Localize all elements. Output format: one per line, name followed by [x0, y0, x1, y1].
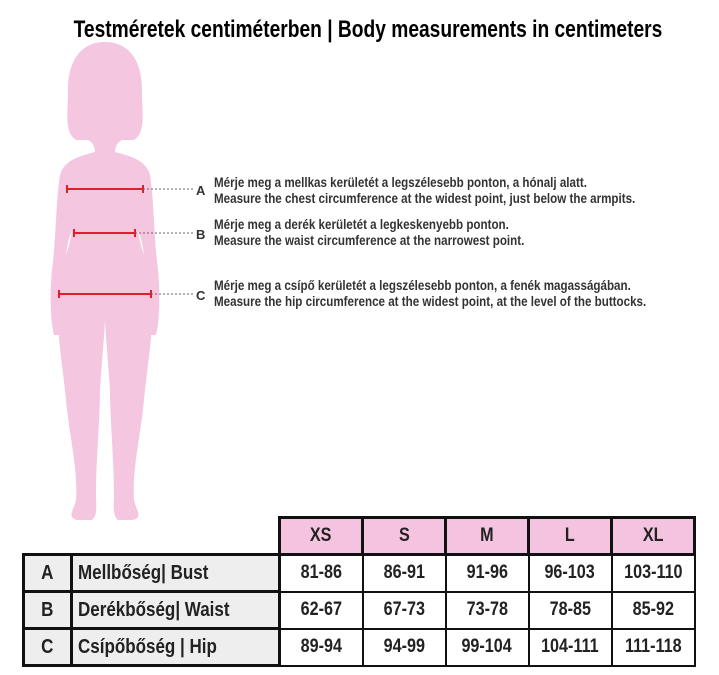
table-cell: 67-73 — [361, 590, 447, 630]
table-cell: 111-118 — [610, 627, 696, 667]
size-header-row: XS S M L XL — [24, 516, 696, 556]
table-cell: 91-96 — [444, 553, 530, 593]
table-cell: 62-67 — [278, 590, 364, 630]
row-label: Csípőbőség | Hip — [70, 627, 281, 667]
table-cell: 78-85 — [527, 590, 613, 630]
note-letter-a: A — [196, 183, 206, 198]
row-letter: B — [22, 590, 73, 630]
table-row-bust: A Mellbőség| Bust 81-86 86-91 91-96 96-1… — [22, 553, 696, 593]
table-cell: 81-86 — [278, 553, 364, 593]
body-silhouette-figure — [50, 42, 194, 520]
table-cell: 104-111 — [527, 627, 613, 667]
row-letter: A — [22, 553, 73, 593]
note-letter-b: B — [196, 227, 206, 242]
row-label: Derékbőség| Waist — [70, 590, 281, 630]
table-cell: 94-99 — [361, 627, 447, 667]
size-header: M — [444, 516, 530, 556]
table-row-waist: B Derékbőség| Waist 62-67 67-73 73-78 78… — [22, 590, 696, 630]
page-title: Testméretek centiméterben | Body measure… — [73, 16, 663, 43]
table-cell: 85-92 — [610, 590, 696, 630]
size-table: XS S M L XL A Mellbőség| Bust 81-86 86-9… — [22, 516, 696, 667]
table-cell: 103-110 — [610, 553, 696, 593]
female-silhouette — [50, 42, 160, 520]
row-label: Mellbőség| Bust — [70, 553, 281, 593]
table-cell: 86-91 — [361, 553, 447, 593]
note-waist: Mérje meg a derék kerületét a legkeskeny… — [214, 217, 525, 248]
table-cell: 96-103 — [527, 553, 613, 593]
note-hip: Mérje meg a csípő kerületét a legszélese… — [214, 278, 647, 309]
table-row-hip: C Csípőbőség | Hip 89-94 94-99 99-104 10… — [22, 627, 696, 667]
measure-lines — [58, 185, 152, 298]
size-header: XL — [610, 516, 696, 556]
table-cell: 89-94 — [278, 627, 364, 667]
size-header: L — [527, 516, 613, 556]
note-chest: Mérje meg a mellkas kerületét a legszéle… — [214, 175, 636, 206]
size-header: S — [361, 516, 447, 556]
row-letter: C — [22, 627, 73, 667]
note-letter-c: C — [196, 288, 206, 303]
table-cell: 73-78 — [444, 590, 530, 630]
table-cell: 99-104 — [444, 627, 530, 667]
size-header: XS — [278, 516, 364, 556]
